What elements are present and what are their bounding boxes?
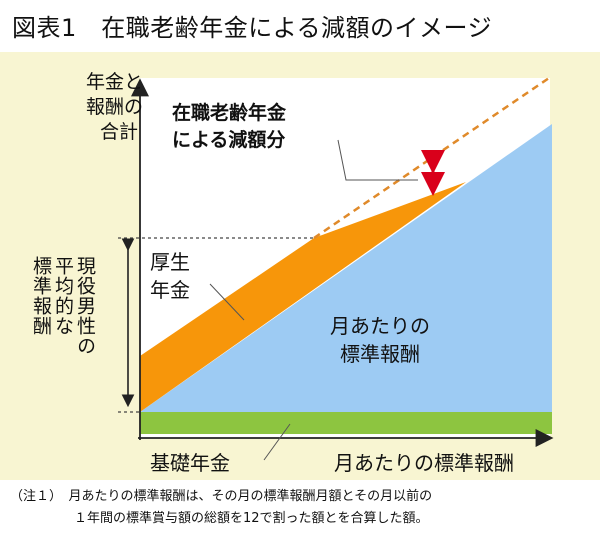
footnote-prefix: （注１） xyxy=(10,489,56,504)
footnote-line-2: １年間の標準賞与額の総額を12で割った額とを合算した額。 xyxy=(74,511,429,526)
kousei-nenkin-label: 厚生 年金 xyxy=(150,248,190,304)
reduction-leader-line xyxy=(337,139,418,181)
reduction-label: 在職老齢年金 による減額分 xyxy=(172,100,286,154)
average-salary-label-line: 平均的な xyxy=(52,256,74,336)
kousei-label-line: 年金 xyxy=(150,278,190,302)
footnote-line-1: 月あたりの標準報酬は、その月の標準報酬月額とその月以前の xyxy=(68,489,433,504)
y-axis-label-line: 年金と xyxy=(86,71,144,93)
kousei-label-line: 厚生 xyxy=(150,250,190,274)
reduction-label-line: による減額分 xyxy=(172,129,286,151)
y-axis-label-line: 合計 xyxy=(100,121,139,143)
reduction-label-line: 在職老齢年金 xyxy=(172,102,287,124)
kousei-nenkin-area xyxy=(140,182,466,412)
kiso-nenkin-band xyxy=(140,412,552,434)
monthly-salary-area xyxy=(140,124,552,412)
monthly-label-line: 月あたりの xyxy=(330,314,430,338)
kiso-nenkin-label: 基礎年金 xyxy=(150,451,230,475)
footnote: （注１） 月あたりの標準報酬は、その月の標準報酬月額とその月以前の １年間の標準… xyxy=(10,486,595,530)
kiso-leader-line xyxy=(263,423,291,461)
average-salary-label-line: 現役男性の xyxy=(74,256,96,356)
diagram-canvas xyxy=(118,74,554,461)
y-axis-label-line: 報酬の xyxy=(86,96,144,118)
monthly-salary-label: 月あたりの 標準報酬 xyxy=(330,312,430,368)
average-salary-label: 現役男性の 平均的な 標準報酬 xyxy=(30,256,96,424)
kousei-leader-line xyxy=(209,283,245,321)
figure-title: 図表1 在職老齢年金による減額のイメージ xyxy=(12,14,493,42)
monthly-label-line: 標準報酬 xyxy=(340,342,420,366)
y-axis-label: 年金と 報酬の 合計 xyxy=(86,70,144,145)
x-axis-label: 月あたりの標準報酬 xyxy=(334,451,514,475)
average-salary-label-line: 標準報酬 xyxy=(30,256,52,336)
